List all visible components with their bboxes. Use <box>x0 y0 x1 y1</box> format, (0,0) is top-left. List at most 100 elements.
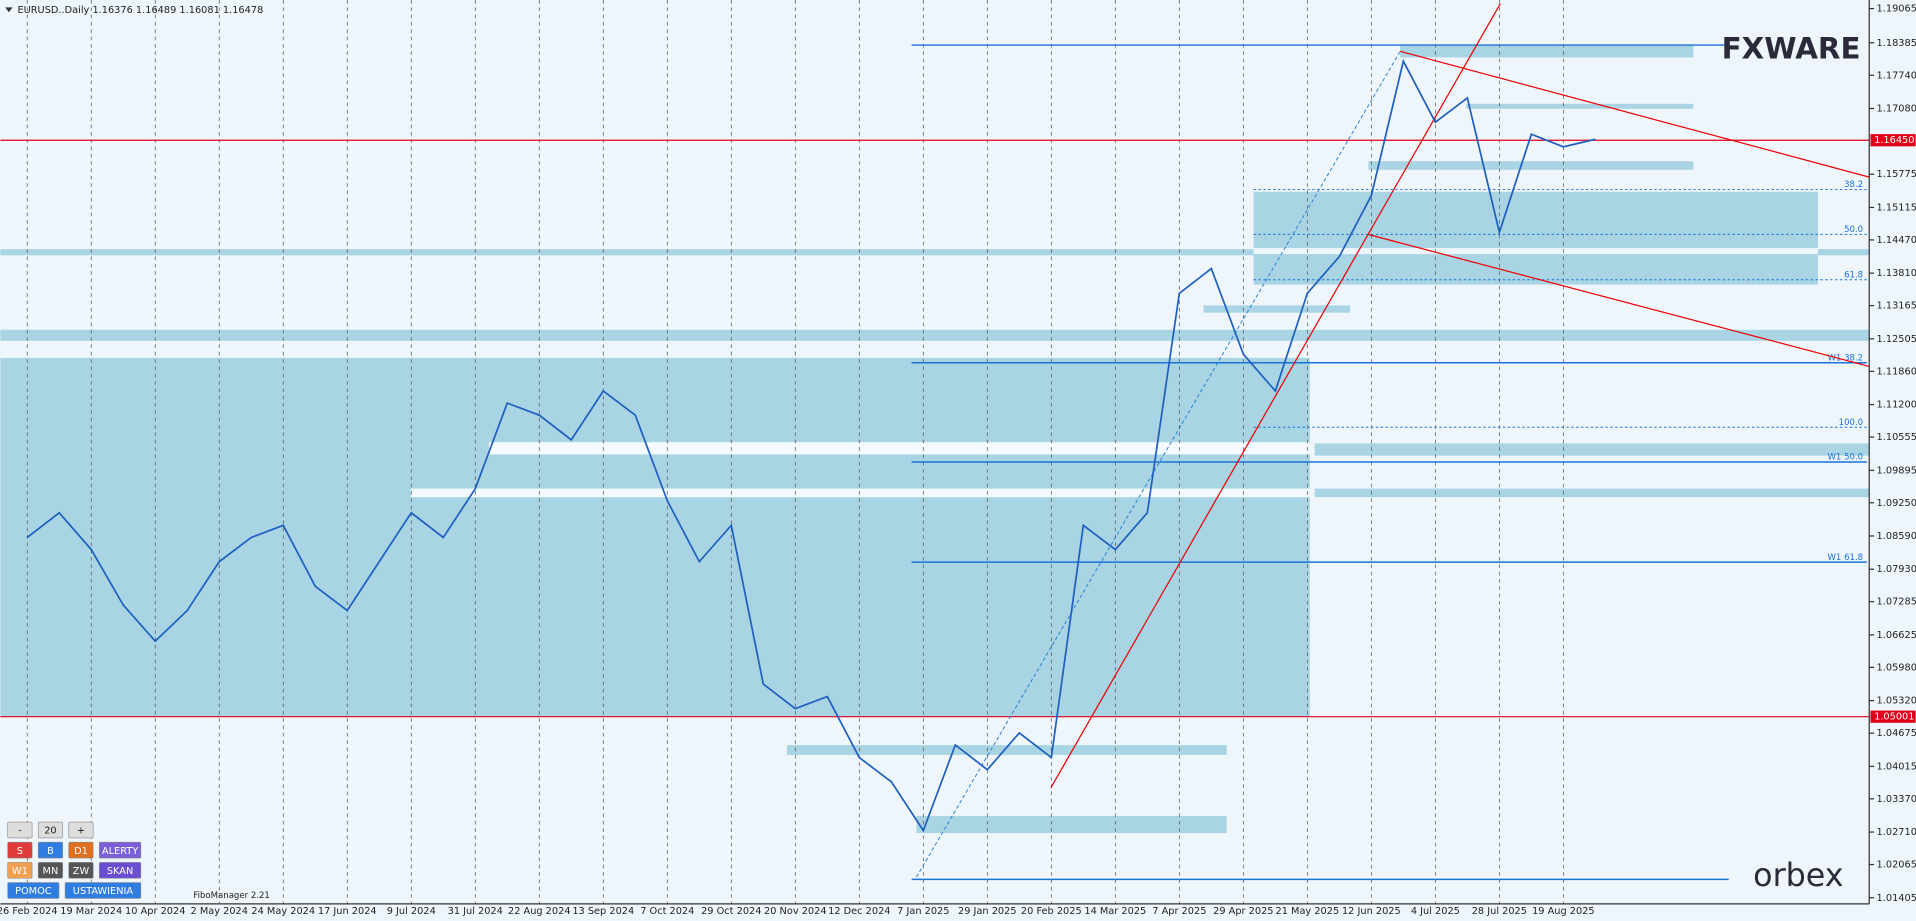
y-tick-label: 1.04675 <box>1877 728 1916 739</box>
price-tag-label: 1.16450 <box>1874 135 1914 146</box>
x-tick-label: 20 Nov 2024 <box>764 906 827 917</box>
toolbar-button[interactable]: USTAWIENIA <box>64 882 142 899</box>
button-face[interactable] <box>98 841 142 859</box>
button-label[interactable]: W1 <box>12 866 28 877</box>
button-label[interactable]: MN <box>43 866 59 877</box>
y-tick-label: 1.19065 <box>1877 4 1916 15</box>
zone-gap <box>488 442 1310 455</box>
zone <box>0 357 1310 718</box>
price-line-series <box>26 58 1596 833</box>
button-label[interactable]: SKAN <box>107 866 133 877</box>
y-tick-label: 1.14470 <box>1877 235 1916 246</box>
y-tick-label: 1.15115 <box>1877 202 1916 213</box>
button-face[interactable] <box>37 862 63 879</box>
button-label[interactable]: USTAWIENIA <box>73 886 134 897</box>
button-label[interactable]: POMOC <box>15 886 52 897</box>
trend-line <box>1368 233 1870 368</box>
button-face[interactable] <box>7 862 33 879</box>
button-label[interactable]: D1 <box>74 846 88 857</box>
trend-line <box>1050 3 1501 789</box>
x-tick-label: 7 Apr 2025 <box>1152 906 1206 917</box>
y-tick-label: 1.07930 <box>1877 564 1916 575</box>
y-tick-label: 1.07285 <box>1877 597 1916 608</box>
button-face[interactable] <box>68 841 94 859</box>
y-tick-label: 1.02710 <box>1877 827 1916 838</box>
button-face[interactable] <box>7 882 60 899</box>
fibo-label: W1 50.0 <box>1827 453 1863 463</box>
button-label[interactable]: ZW <box>73 866 90 877</box>
toolbar-button[interactable]: W1 <box>7 862 33 879</box>
y-tick-label: 1.03370 <box>1877 794 1916 805</box>
button-face[interactable] <box>68 821 94 839</box>
button-face[interactable] <box>7 841 33 859</box>
price-tag-label: 1.05001 <box>1874 712 1914 723</box>
button-label[interactable]: + <box>77 826 85 837</box>
y-tick-label: 1.01405 <box>1877 893 1916 904</box>
button-face[interactable] <box>64 882 142 899</box>
button-face[interactable] <box>98 862 142 879</box>
button-face[interactable] <box>37 821 63 839</box>
button-label[interactable]: ALERTY <box>102 846 138 857</box>
zones <box>0 45 1870 834</box>
button-label[interactable]: - <box>18 826 22 837</box>
y-tick-label: 1.09895 <box>1877 465 1916 476</box>
trend-lines <box>916 3 1870 878</box>
x-tick-label: 26 Feb 2024 <box>0 906 58 917</box>
x-tick-label: 13 Sep 2024 <box>572 906 634 917</box>
button-label[interactable]: B <box>47 846 54 857</box>
button-label[interactable]: S <box>17 846 23 857</box>
menu-arrow[interactable] <box>5 7 13 13</box>
zone <box>1314 443 1870 456</box>
x-tick-label: 14 Mar 2025 <box>1084 906 1146 917</box>
y-tick-label: 1.09250 <box>1877 498 1916 509</box>
axis-labels: 1.19065 1.18385 1.17740 1.17080 1.15775 1.151… <box>0 4 1916 918</box>
fibo-label: W1 38.2 <box>1827 353 1863 363</box>
fibo-label: W1 61.8 <box>1827 553 1863 563</box>
price-tag <box>1870 134 1916 147</box>
toolbar-button[interactable]: - <box>7 821 33 839</box>
y-tick-label: 1.05980 <box>1877 662 1916 673</box>
toolbar-button[interactable]: 20 <box>37 821 63 839</box>
x-tick-label: 19 Mar 2024 <box>60 906 122 917</box>
y-tick-label: 1.15775 <box>1877 169 1916 180</box>
toolbar-button[interactable]: + <box>68 821 94 839</box>
toolbar-button[interactable]: D1 <box>68 841 94 859</box>
indicator-label: FiboManager 2.21 <box>193 891 270 901</box>
price-tag <box>1870 710 1916 723</box>
toolbar-button[interactable]: S <box>7 841 33 859</box>
y-tick-label: 1.11200 <box>1877 400 1916 411</box>
x-tick-label: 20 Feb 2025 <box>1021 906 1082 917</box>
x-tick-label: 29 Oct 2024 <box>701 906 761 917</box>
logo-bottom: orbex <box>1753 858 1843 894</box>
button-face[interactable] <box>68 862 94 879</box>
y-tick-label: 1.12505 <box>1877 334 1916 345</box>
zone <box>0 249 1870 256</box>
button-face[interactable] <box>7 821 33 839</box>
toolbar-button[interactable]: SKAN <box>98 862 142 879</box>
y-tick-label: 1.17740 <box>1877 70 1916 81</box>
series <box>26 58 1596 833</box>
toolbar-button[interactable]: ALERTY <box>98 841 142 859</box>
x-tick-label: 24 May 2024 <box>251 906 315 917</box>
x-tick-label: 9 Jul 2024 <box>387 906 436 917</box>
y-tick-label: 1.04015 <box>1877 761 1916 772</box>
toolbar-button[interactable]: B <box>37 841 63 859</box>
y-tick-label: 1.05320 <box>1877 696 1916 707</box>
toolbar: - 20 + S B D1 ALERTY W1 MN ZW SKAN POMOC USTAWIENIA <box>7 821 142 899</box>
x-tick-label: 2 May 2024 <box>191 906 248 917</box>
zone-gap <box>1253 247 1818 255</box>
zone <box>1314 488 1870 498</box>
toolbar-button[interactable]: ZW <box>68 862 94 879</box>
button-label[interactable]: 20 <box>44 826 56 837</box>
y-tick-label: 1.06625 <box>1877 630 1916 641</box>
logo-top: FXWARE <box>1722 32 1861 66</box>
y-tick-label: 1.11860 <box>1877 366 1916 377</box>
button-face[interactable] <box>37 841 63 859</box>
toolbar-button[interactable]: MN <box>37 862 63 879</box>
zone <box>916 815 1227 834</box>
symbol-title: EURUSD..Daily 1.16376 1.16489 1.16081 1.… <box>17 5 263 16</box>
toolbar-button[interactable]: POMOC <box>7 882 60 899</box>
fibo-label: 61.8 <box>1844 270 1863 280</box>
fibo-label: 50.0 <box>1844 225 1863 235</box>
